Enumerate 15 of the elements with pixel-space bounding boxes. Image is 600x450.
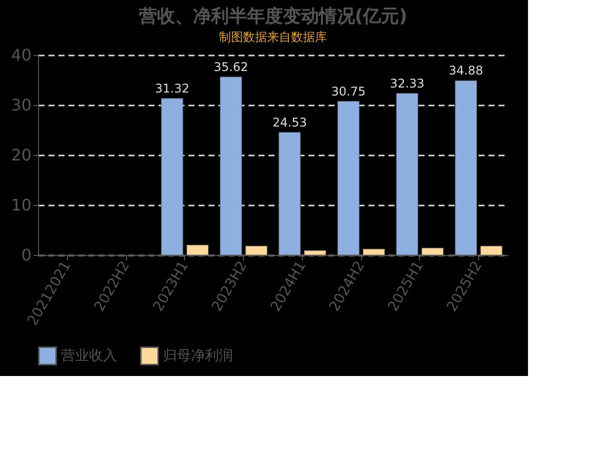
y-tick-label: 10	[11, 196, 32, 214]
data-label: 34.88	[448, 64, 484, 78]
text: 制图数据来自数据库	[219, 30, 327, 44]
data-label: 35.62	[214, 60, 248, 74]
data-label: 24.53	[272, 115, 307, 130]
y-tick-label: 30	[11, 96, 32, 114]
legend-label: 营业收入	[61, 348, 117, 364]
chart-title: 营收、净利半年度变动情况(亿元)	[138, 6, 408, 27]
y-tick-label: 20	[11, 146, 32, 164]
legend-label: 归母净利润	[163, 348, 233, 364]
data-label: 32.33	[390, 76, 424, 90]
data-label: 30.75	[331, 84, 366, 98]
data-label: 31.32	[154, 81, 190, 96]
y-tick-label: 40	[11, 46, 32, 64]
y-tick-label: 0	[21, 246, 32, 264]
